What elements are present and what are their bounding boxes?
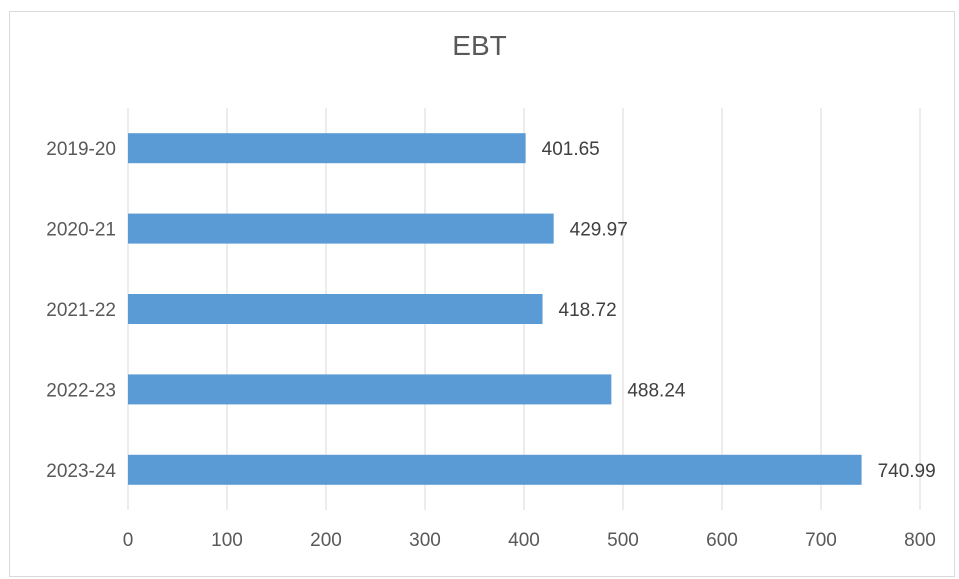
data-label-2020-21: 429.97 — [570, 220, 628, 241]
category-label-2020-21: 2020-21 — [46, 220, 116, 241]
x-tick-label-3: 300 — [409, 530, 441, 551]
category-label-2019-20: 2019-20 — [46, 139, 116, 160]
bar-2022-23[interactable] — [128, 374, 612, 405]
x-tick-label-0: 0 — [123, 530, 134, 551]
x-tick-label-5: 500 — [607, 530, 639, 551]
bar-2019-20[interactable] — [128, 133, 526, 164]
data-label-2019-20: 401.65 — [542, 139, 600, 160]
x-tick-label-8: 800 — [904, 530, 936, 551]
category-label-2021-22: 2021-22 — [46, 300, 116, 321]
data-label-2021-22: 418.72 — [559, 300, 617, 321]
category-label-2022-23: 2022-23 — [46, 380, 116, 401]
x-tick-label-1: 100 — [211, 530, 243, 551]
category-label-2023-24: 2023-24 — [46, 461, 116, 482]
x-tick-label-4: 400 — [508, 530, 540, 551]
chart-title: EBT — [452, 30, 507, 61]
data-label-2022-23: 488.24 — [627, 380, 686, 401]
bar-2023-24[interactable] — [128, 454, 862, 485]
x-tick-label-2: 200 — [310, 530, 342, 551]
bar-2020-21[interactable] — [128, 213, 554, 244]
bar-2021-22[interactable] — [128, 294, 543, 324]
x-tick-label-7: 700 — [805, 530, 837, 551]
data-label-2023-24: 740.99 — [878, 461, 936, 482]
x-tick-label-6: 600 — [706, 530, 738, 551]
